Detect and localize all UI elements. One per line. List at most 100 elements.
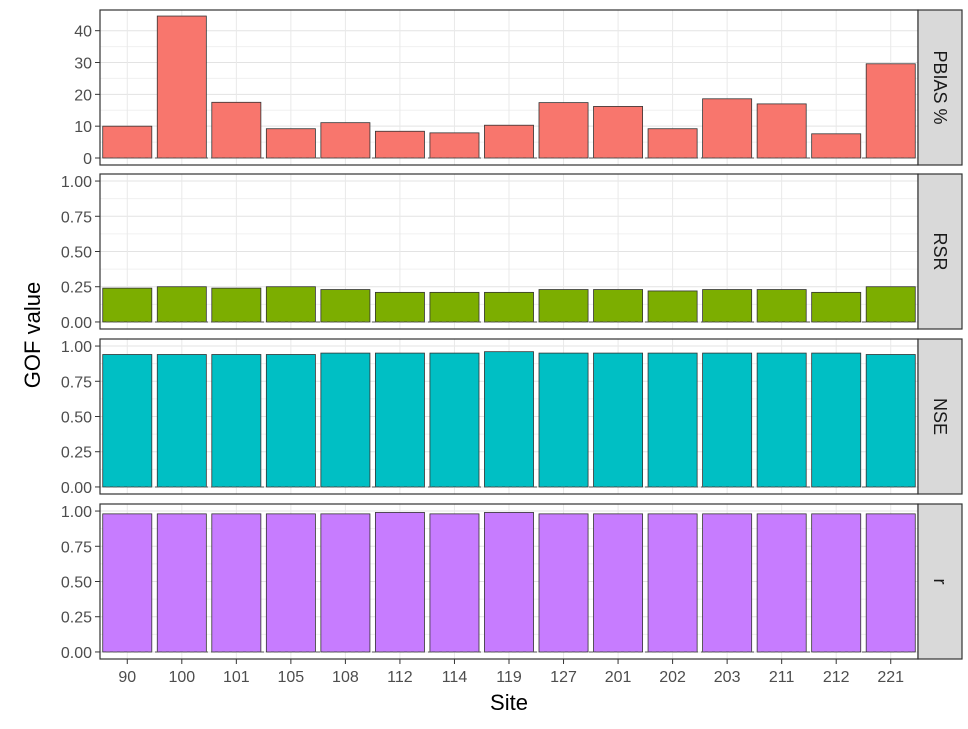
x-tick-label: 105 bbox=[278, 669, 305, 686]
y-axis-title: GOF value bbox=[20, 282, 45, 388]
bar-211 bbox=[756, 103, 807, 159]
y-tick-label: 1.00 bbox=[61, 339, 92, 356]
x-tick-label: 112 bbox=[387, 669, 413, 686]
bar-100 bbox=[156, 513, 207, 653]
panel-2: 0.00 0.25 0.50 0.75 1.00 RSR bbox=[61, 173, 963, 332]
bar-211 bbox=[756, 289, 807, 323]
x-tick-label: 127 bbox=[550, 669, 577, 686]
bar-211 bbox=[756, 513, 807, 653]
bar-201 bbox=[593, 106, 644, 159]
panel-1: 0 10 20 30 40 PBIAS % bbox=[74, 9, 963, 168]
bar-105 bbox=[265, 354, 316, 488]
bar-101 bbox=[211, 287, 262, 323]
x-tick-label: 201 bbox=[605, 669, 632, 686]
bar-112 bbox=[374, 130, 425, 159]
bar-202 bbox=[647, 128, 698, 159]
facet-strip bbox=[917, 503, 963, 660]
bar-201 bbox=[593, 289, 644, 323]
bar-203 bbox=[702, 289, 753, 323]
bar-119 bbox=[484, 291, 534, 323]
panel-4: 0.00 0.25 0.50 0.75 1.00 r bbox=[61, 503, 963, 662]
bar-212 bbox=[811, 352, 862, 488]
bar-108 bbox=[320, 513, 371, 653]
bar-100 bbox=[156, 15, 207, 159]
y-tick-label: 0.25 bbox=[61, 280, 92, 297]
bar-127 bbox=[538, 352, 589, 488]
x-tick-label: 221 bbox=[877, 669, 904, 686]
bar-202 bbox=[647, 513, 698, 653]
x-axis-title: Site bbox=[490, 690, 528, 715]
bar-119 bbox=[484, 512, 534, 653]
x-tick-label: 212 bbox=[823, 669, 850, 686]
y-tick-label: 30 bbox=[74, 56, 92, 73]
bar-202 bbox=[647, 352, 698, 488]
y-tick-label: 20 bbox=[74, 87, 92, 104]
y-tick-label: 0.50 bbox=[61, 245, 92, 262]
bar-101 bbox=[211, 101, 262, 159]
bar-90 bbox=[102, 354, 153, 488]
x-tick-label: 119 bbox=[496, 669, 522, 686]
bar-203 bbox=[702, 352, 753, 488]
bar-203 bbox=[702, 98, 753, 159]
y-tick-label: 0.00 bbox=[61, 480, 92, 497]
y-tick-label: 0.00 bbox=[61, 315, 92, 332]
bar-119 bbox=[484, 351, 534, 488]
x-tick-label: 108 bbox=[332, 669, 359, 686]
bar-201 bbox=[593, 513, 644, 653]
x-tick-label: 101 bbox=[223, 669, 250, 686]
facet-strip bbox=[917, 173, 963, 330]
facet-strip-label: r bbox=[930, 579, 950, 585]
x-tick-label: 203 bbox=[714, 669, 741, 686]
bar-90 bbox=[102, 125, 153, 159]
y-tick-label: 1.00 bbox=[61, 504, 92, 521]
bar-108 bbox=[320, 352, 371, 488]
bar-100 bbox=[156, 286, 207, 323]
bar-203 bbox=[702, 513, 753, 653]
panel-3: 0.00 0.25 0.50 0.75 1.00 NSE bbox=[61, 338, 963, 497]
facet-strip-label: NSE bbox=[930, 398, 950, 435]
bar-127 bbox=[538, 513, 589, 653]
bar-105 bbox=[265, 513, 316, 653]
x-tick-label: 90 bbox=[118, 669, 136, 686]
facet-strip bbox=[917, 338, 963, 495]
bar-114 bbox=[429, 513, 480, 653]
bar-211 bbox=[756, 352, 807, 488]
bar-221 bbox=[865, 63, 916, 159]
x-tick-label: 202 bbox=[659, 669, 686, 686]
bar-114 bbox=[429, 291, 480, 323]
bar-114 bbox=[429, 352, 480, 488]
bar-100 bbox=[156, 354, 207, 488]
y-tick-label: 0.75 bbox=[61, 374, 92, 391]
x-tick-label: 114 bbox=[442, 669, 468, 686]
y-tick-label: 1.00 bbox=[61, 174, 92, 191]
bar-127 bbox=[538, 102, 589, 159]
facet-strip bbox=[917, 9, 963, 166]
bar-101 bbox=[211, 354, 262, 488]
y-tick-label: 0.50 bbox=[61, 575, 92, 592]
bar-105 bbox=[265, 128, 316, 159]
facet-strip-label: RSR bbox=[930, 232, 950, 270]
bar-90 bbox=[102, 513, 153, 653]
bar-221 bbox=[865, 354, 916, 488]
y-tick-label: 0.25 bbox=[61, 610, 92, 627]
bar-127 bbox=[538, 289, 589, 323]
y-tick-label: 0.25 bbox=[61, 445, 92, 462]
bar-112 bbox=[374, 512, 425, 653]
bar-212 bbox=[811, 513, 862, 653]
bar-114 bbox=[429, 132, 480, 159]
y-tick-label: 0.00 bbox=[61, 645, 92, 662]
bar-212 bbox=[811, 291, 862, 323]
bar-119 bbox=[484, 124, 534, 159]
bar-101 bbox=[211, 513, 262, 653]
bar-112 bbox=[374, 352, 425, 488]
x-tick-label: 211 bbox=[769, 669, 795, 686]
y-tick-label: 10 bbox=[74, 119, 92, 136]
y-tick-label: 0.75 bbox=[61, 209, 92, 226]
bar-108 bbox=[320, 289, 371, 323]
x-tick-label: 100 bbox=[168, 669, 195, 686]
bar-221 bbox=[865, 513, 916, 653]
bar-105 bbox=[265, 286, 316, 323]
y-tick-label: 0.75 bbox=[61, 539, 92, 556]
